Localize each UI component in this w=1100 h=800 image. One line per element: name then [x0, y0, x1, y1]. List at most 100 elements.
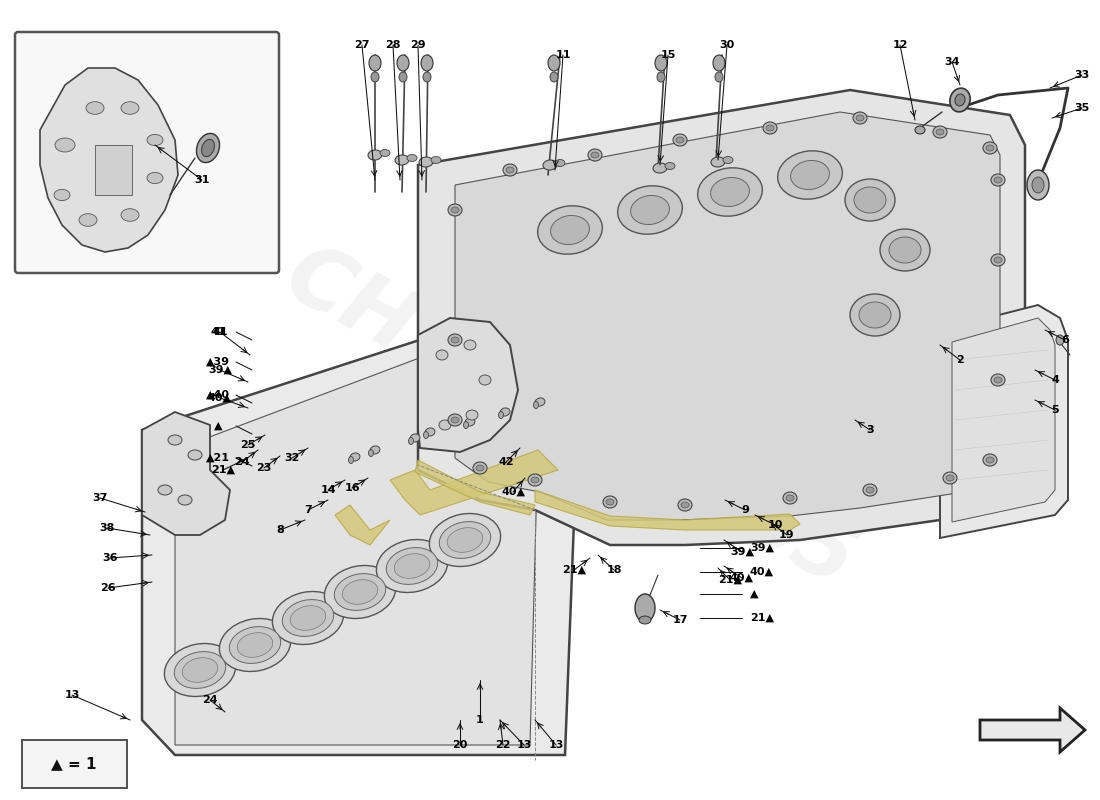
Ellipse shape — [448, 204, 462, 216]
Polygon shape — [142, 412, 230, 535]
Ellipse shape — [551, 215, 590, 245]
Ellipse shape — [994, 377, 1002, 383]
Ellipse shape — [451, 337, 459, 343]
Ellipse shape — [370, 446, 379, 454]
Text: 30: 30 — [719, 40, 735, 50]
Polygon shape — [455, 112, 1000, 520]
Text: ▲: ▲ — [213, 421, 222, 431]
Ellipse shape — [531, 477, 539, 483]
Ellipse shape — [994, 257, 1002, 263]
Ellipse shape — [506, 167, 514, 173]
Ellipse shape — [653, 163, 667, 173]
Text: 22: 22 — [495, 740, 510, 750]
Text: CHIAGIONI85: CHIAGIONI85 — [271, 234, 869, 606]
Ellipse shape — [854, 187, 886, 213]
Ellipse shape — [397, 55, 409, 71]
Ellipse shape — [591, 152, 600, 158]
Ellipse shape — [791, 161, 829, 190]
Text: ▲40: ▲40 — [206, 390, 230, 400]
Ellipse shape — [588, 149, 602, 161]
Ellipse shape — [448, 334, 462, 346]
Ellipse shape — [238, 633, 273, 658]
Ellipse shape — [439, 522, 491, 558]
Text: 17: 17 — [672, 615, 688, 625]
Ellipse shape — [666, 162, 675, 170]
Ellipse shape — [121, 102, 139, 114]
Ellipse shape — [376, 539, 448, 593]
Polygon shape — [535, 490, 800, 530]
Ellipse shape — [197, 134, 220, 162]
Ellipse shape — [290, 606, 326, 630]
Ellipse shape — [786, 495, 794, 501]
Ellipse shape — [538, 206, 603, 254]
Ellipse shape — [464, 340, 476, 350]
Ellipse shape — [79, 214, 97, 226]
Ellipse shape — [503, 164, 517, 176]
Ellipse shape — [1032, 177, 1044, 193]
Ellipse shape — [676, 137, 684, 143]
Ellipse shape — [201, 139, 214, 157]
Text: 21▲: 21▲ — [718, 575, 743, 585]
Ellipse shape — [188, 450, 202, 460]
Ellipse shape — [395, 155, 409, 165]
Ellipse shape — [678, 499, 692, 511]
Text: 13: 13 — [516, 740, 531, 750]
Ellipse shape — [556, 159, 565, 166]
Text: 40▲: 40▲ — [500, 487, 525, 497]
Ellipse shape — [164, 643, 235, 697]
Polygon shape — [40, 68, 178, 252]
Ellipse shape — [451, 417, 459, 423]
Polygon shape — [952, 318, 1055, 522]
Ellipse shape — [639, 616, 651, 624]
Ellipse shape — [864, 484, 877, 496]
Text: 36: 36 — [102, 553, 118, 563]
Ellipse shape — [880, 229, 929, 271]
Text: 24: 24 — [234, 457, 250, 467]
Ellipse shape — [448, 528, 483, 552]
Ellipse shape — [476, 465, 484, 471]
Text: 6: 6 — [1062, 335, 1069, 345]
Ellipse shape — [654, 55, 667, 71]
Ellipse shape — [324, 566, 396, 618]
Text: 29: 29 — [410, 40, 426, 50]
Ellipse shape — [723, 157, 733, 163]
Ellipse shape — [500, 408, 510, 416]
Text: ▲: ▲ — [750, 589, 759, 599]
Ellipse shape — [371, 72, 380, 82]
Ellipse shape — [429, 514, 500, 566]
Ellipse shape — [86, 102, 104, 114]
Text: 21▲: 21▲ — [562, 565, 586, 575]
Ellipse shape — [778, 151, 843, 199]
Ellipse shape — [229, 626, 280, 663]
Ellipse shape — [850, 294, 900, 336]
Ellipse shape — [943, 472, 957, 484]
Text: 42: 42 — [498, 457, 514, 467]
Text: 20: 20 — [452, 740, 468, 750]
Ellipse shape — [856, 115, 864, 121]
Text: 9: 9 — [741, 505, 749, 515]
Ellipse shape — [528, 474, 542, 486]
Ellipse shape — [713, 55, 725, 71]
Ellipse shape — [548, 55, 560, 71]
Text: 8: 8 — [276, 525, 284, 535]
Text: 16: 16 — [344, 483, 360, 493]
Ellipse shape — [408, 438, 414, 445]
Ellipse shape — [1056, 335, 1064, 345]
Ellipse shape — [991, 254, 1005, 266]
Ellipse shape — [866, 487, 874, 493]
Ellipse shape — [986, 457, 994, 463]
Text: 41: 41 — [212, 327, 228, 337]
Ellipse shape — [55, 138, 75, 152]
Ellipse shape — [219, 618, 290, 671]
Text: 39▲: 39▲ — [208, 365, 232, 375]
Text: 26: 26 — [100, 583, 116, 593]
Ellipse shape — [379, 150, 390, 157]
Polygon shape — [418, 318, 518, 452]
Text: 40▲: 40▲ — [208, 393, 232, 403]
Text: 1: 1 — [476, 715, 484, 725]
Text: 7: 7 — [304, 505, 312, 515]
Ellipse shape — [606, 499, 614, 505]
Ellipse shape — [368, 150, 382, 160]
Ellipse shape — [121, 209, 139, 222]
Text: 27: 27 — [354, 40, 370, 50]
